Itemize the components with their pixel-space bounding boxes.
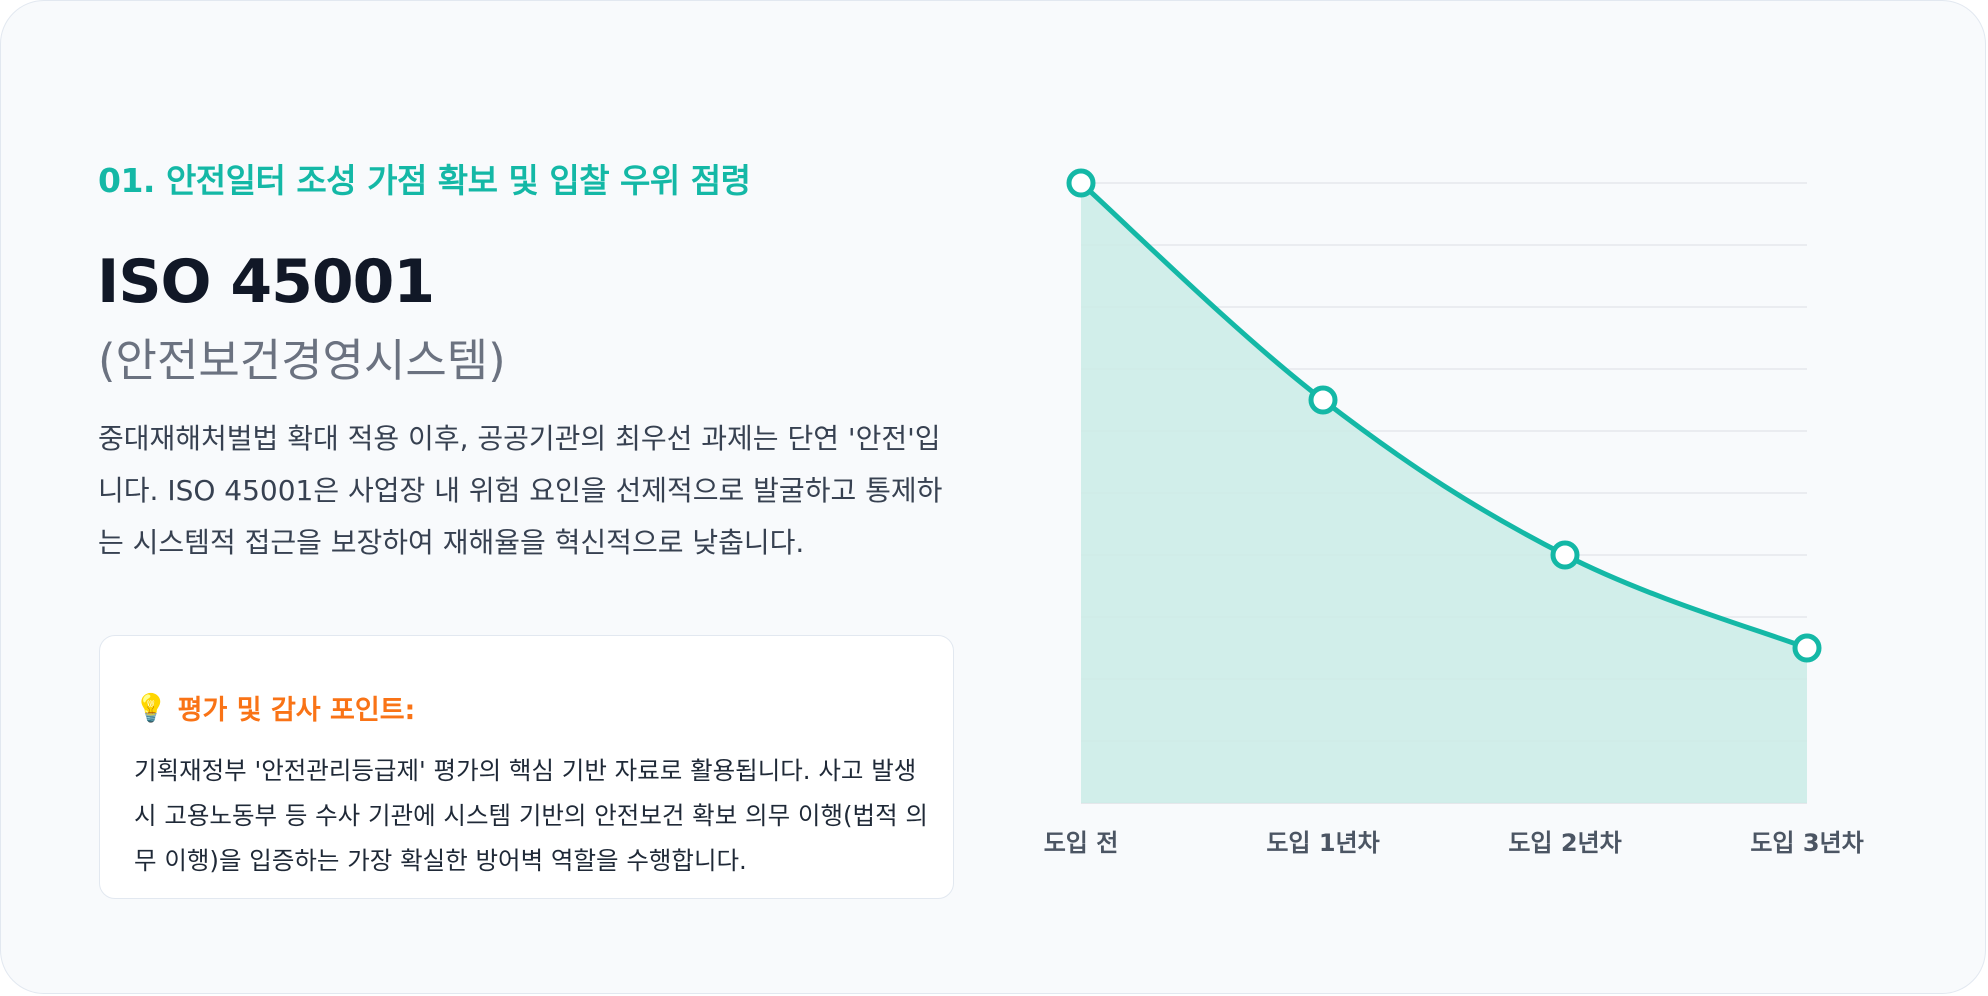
x-tick-label: 도입 1년차 — [1266, 829, 1379, 857]
tip-body: 기획재정부 '안전관리등급제' 평가의 핵심 기반 자료로 활용됩니다. 사고 … — [134, 756, 928, 875]
chart-points — [1066, 168, 1822, 663]
section-label: 01. 안전일터 조성 가점 확보 및 입찰 우위 점령 — [98, 161, 751, 200]
x-tick-label: 도입 2년차 — [1508, 829, 1621, 857]
lightbulb-icon: 💡 — [134, 692, 168, 724]
tip-heading: 💡 평가 및 감사 포인트: — [134, 688, 415, 727]
tip-box: 💡 평가 및 감사 포인트: 기획재정부 '안전관리등급제' 평가의 핵심 기반 … — [99, 635, 954, 899]
chart-point-2 — [1308, 385, 1338, 415]
chart-point-4 — [1792, 633, 1822, 663]
chart-area — [1081, 183, 1807, 803]
description-text: 중대재해처벌법 확대 적용 이후, 공공기관의 최우선 과제는 단연 '안전'입… — [98, 422, 943, 559]
chart-point-3 — [1550, 540, 1580, 570]
tip-title: 평가 및 감사 포인트: — [177, 695, 416, 726]
x-tick-label: 도입 전 — [1044, 829, 1119, 857]
trend-chart: 도입 전 도입 1년차 도입 2년차 도입 3년차 — [1044, 168, 1864, 857]
chart-line — [1078, 180, 1810, 651]
x-tick-label: 도입 3년차 — [1750, 829, 1863, 857]
page-subtitle: (안전보건경영시스템) — [98, 334, 506, 387]
chart-point-1 — [1066, 168, 1096, 198]
chart-x-axis-labels: 도입 전 도입 1년차 도입 2년차 도입 3년차 — [1044, 829, 1864, 857]
page-title: ISO 45001 — [97, 247, 435, 317]
